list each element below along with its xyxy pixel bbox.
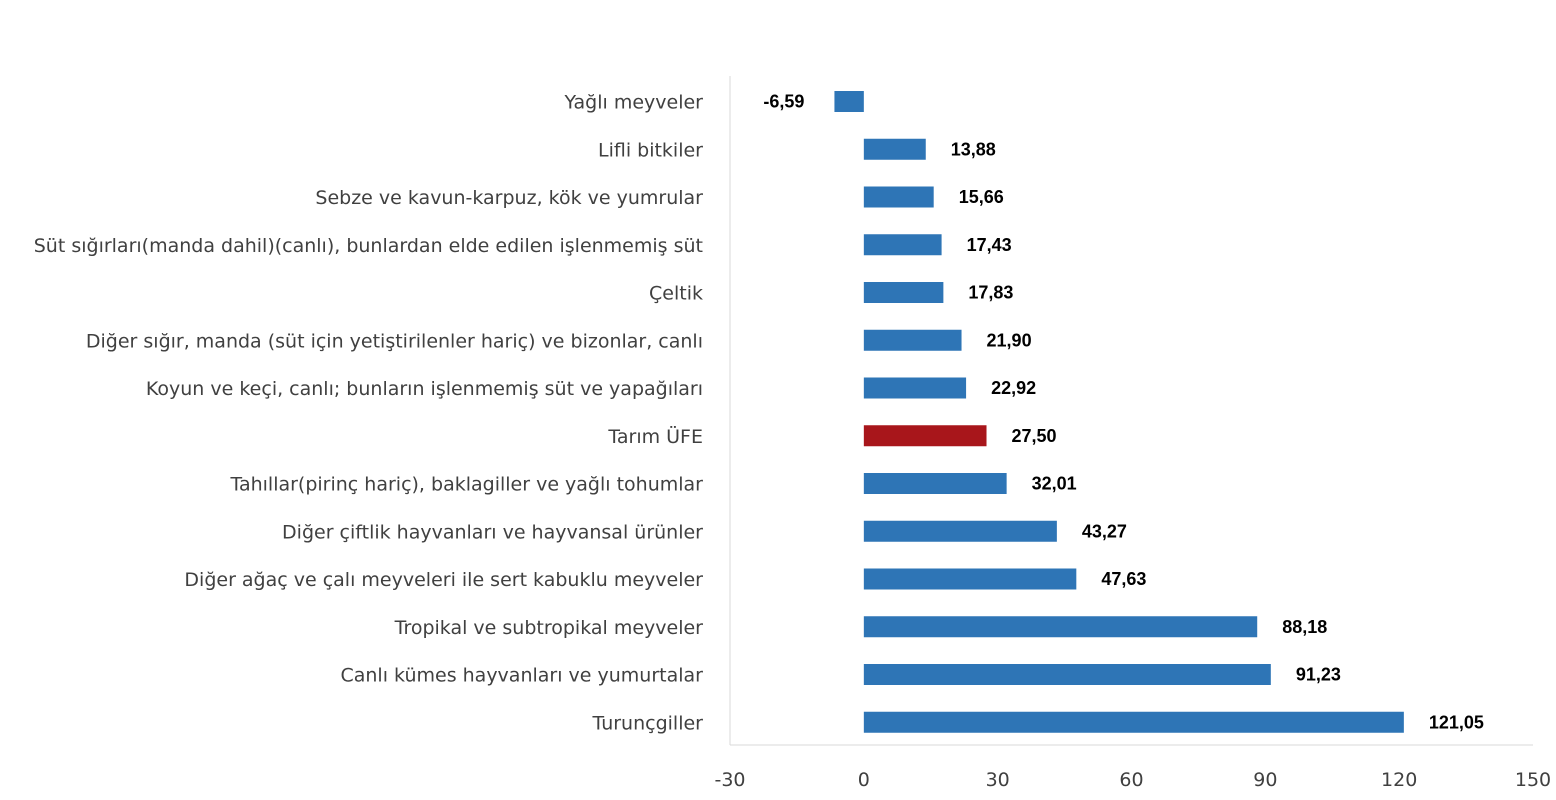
bar: [863, 473, 1007, 494]
value-label: 15,66: [959, 187, 1004, 207]
bar: [863, 711, 1404, 733]
bars-layer: Yağlı meyveler -6,59 Lifli bitkiler 13,88 Se…: [34, 91, 1484, 734]
value-label: 22,92: [991, 378, 1036, 398]
category-label: Koyun ve keçi, canlı; bunların işlenmemi…: [146, 378, 703, 400]
x-tick-label: -30: [714, 769, 745, 791]
bar-highlight: [863, 425, 987, 447]
bar: [863, 568, 1077, 590]
bar: [834, 91, 864, 112]
value-label: -6,59: [763, 92, 804, 112]
category-label: Sebze ve kavun-karpuz, kök ve yumrular: [315, 187, 703, 209]
value-label: 13,88: [951, 139, 996, 159]
value-label: 17,83: [968, 283, 1013, 303]
value-label: 91,23: [1296, 665, 1341, 685]
bar: [863, 377, 967, 399]
category-label: Diğer sığır, manda (süt için yetiştirile…: [86, 330, 703, 352]
category-label: Tahıllar(pirinç hariç), baklagiller ve y…: [229, 474, 703, 496]
bar: [863, 664, 1271, 685]
bar: [863, 282, 944, 303]
bar: [863, 234, 942, 256]
x-tick-label: 120: [1381, 769, 1417, 791]
value-label: 27,50: [1012, 426, 1057, 446]
value-label: 121,05: [1429, 712, 1484, 732]
bar: [863, 616, 1258, 638]
bar: [863, 138, 926, 160]
category-label: Canlı kümes hayvanları ve yumurtalar: [340, 665, 703, 687]
category-label: Lifli bitkiler: [598, 139, 703, 161]
x-tick-label: 60: [1119, 769, 1143, 791]
value-label: 47,63: [1101, 569, 1146, 589]
category-label: Süt sığırları(manda dahil)(canlı), bunla…: [34, 235, 703, 257]
x-tick-label: 90: [1253, 769, 1277, 791]
category-label: Tarım ÜFE: [607, 425, 703, 448]
value-label: 43,27: [1082, 521, 1127, 541]
x-tick-label: 30: [986, 769, 1010, 791]
category-label: Çeltik: [649, 283, 703, 305]
bar: [863, 329, 962, 351]
category-label: Diğer çiftlik hayvanları ve hayvansal ür…: [282, 521, 703, 543]
x-tick-label: 0: [858, 769, 870, 791]
value-label: 21,90: [987, 330, 1032, 350]
category-label: Tropikal ve subtropikal meyveler: [394, 617, 704, 639]
value-label: 32,01: [1032, 474, 1077, 494]
category-label: Diğer ağaç ve çalı meyveleri ile sert ka…: [184, 569, 703, 591]
axis-layer: -30 0 30 60 90 120 150: [714, 76, 1551, 791]
bar: [863, 520, 1057, 542]
category-label: Turunçgiller: [591, 712, 703, 734]
x-tick-label: 150: [1515, 769, 1551, 791]
category-label: Yağlı meyveler: [564, 92, 704, 114]
value-label: 88,18: [1282, 617, 1327, 637]
value-label: 17,43: [967, 235, 1012, 255]
bar: [863, 186, 934, 208]
